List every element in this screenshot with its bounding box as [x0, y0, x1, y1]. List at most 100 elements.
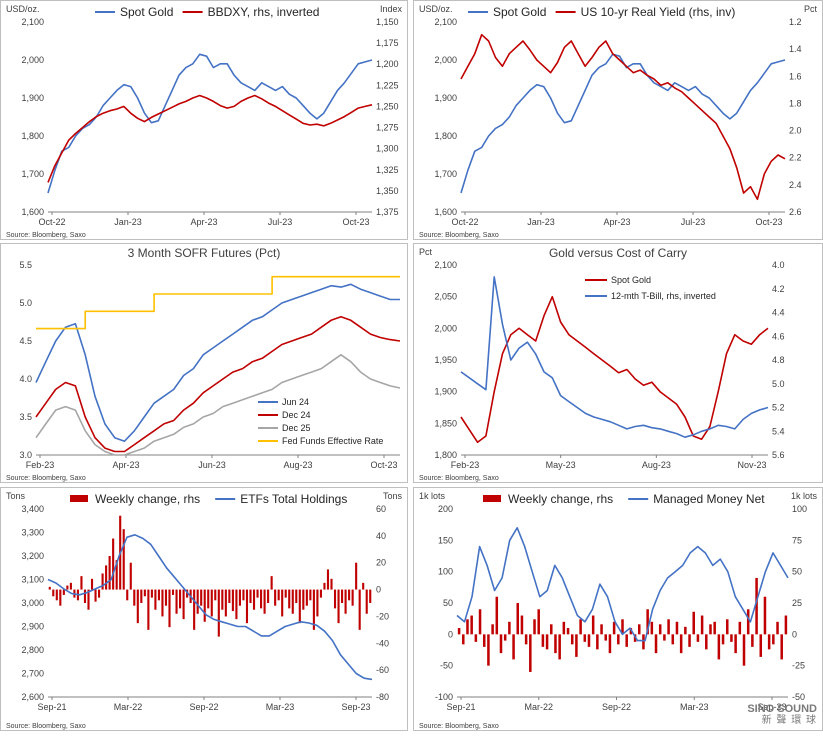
x-tick-label: Mar-22 — [524, 702, 553, 712]
x-tick-label: Aug-23 — [283, 460, 312, 470]
bar — [482, 634, 486, 647]
bar — [147, 589, 150, 630]
bar — [62, 589, 65, 595]
chart-source: Source: Bloomberg, Saxo — [6, 723, 86, 730]
bar — [245, 589, 249, 624]
bar — [566, 628, 570, 635]
bar — [684, 626, 687, 635]
chart-c1: USD/oz. Index 2,100 2,000 1,900 1,800 1,700 1,6… — [0, 0, 408, 240]
left-tick-label: 4.5 — [19, 336, 32, 346]
bar — [688, 634, 691, 647]
bar — [604, 634, 607, 641]
bar — [466, 619, 469, 635]
left-axis-unit: Pct — [419, 247, 433, 257]
bar — [358, 589, 361, 630]
bar — [608, 634, 612, 654]
bar — [168, 589, 171, 628]
chart-title: 3 Month SOFR Futures (Pct) — [128, 246, 281, 260]
left-tick-label: 3,200 — [21, 551, 44, 561]
series-line — [460, 295, 769, 444]
bar — [341, 589, 344, 603]
left-tick-label: 150 — [438, 535, 453, 545]
bar — [654, 634, 658, 654]
bar — [725, 619, 729, 635]
left-tick-label: 2,100 — [21, 17, 44, 27]
legend-label: Fed Funds Effective Rate — [282, 436, 383, 446]
bar — [333, 589, 337, 609]
bar — [207, 589, 210, 609]
right-tick-label: 1,150 — [376, 17, 399, 27]
bar — [122, 529, 125, 590]
bar — [575, 634, 578, 657]
bar — [470, 615, 473, 635]
bar — [200, 589, 203, 606]
bar — [650, 621, 654, 635]
bar — [365, 589, 368, 614]
bar — [242, 589, 245, 601]
bar — [499, 634, 503, 654]
x-tick-label: Sep-22 — [602, 702, 631, 712]
legend-label: Weekly change, rhs — [95, 492, 200, 506]
bar — [298, 589, 301, 624]
right-tick-label: 60 — [376, 504, 386, 514]
bar — [721, 634, 725, 645]
x-tick-label: Oct-23 — [370, 460, 397, 470]
bar — [193, 589, 196, 630]
bar — [362, 582, 365, 590]
bar — [277, 589, 280, 601]
right-tick-label: -20 — [376, 611, 389, 621]
bar — [323, 582, 326, 590]
chart-source: Source: Bloomberg, Saxo — [6, 475, 86, 482]
series-line — [35, 283, 400, 442]
bar — [157, 589, 160, 601]
bar — [319, 589, 322, 598]
bar — [621, 619, 624, 635]
right-tick-label: 100 — [792, 504, 807, 514]
bar — [231, 589, 234, 612]
watermark-subtext: 新 聲 環 球 — [761, 715, 817, 726]
bar — [734, 634, 737, 654]
series-line — [456, 527, 789, 642]
left-tick-label: 1,600 — [434, 207, 457, 217]
left-tick-label: 1,900 — [434, 93, 457, 103]
left-tick-label: 1,800 — [21, 131, 44, 141]
legend-label: ETFs Total Holdings — [240, 492, 347, 506]
bar — [612, 621, 616, 635]
left-tick-label: 1,700 — [21, 169, 44, 179]
bar — [337, 589, 340, 624]
bar — [330, 578, 333, 590]
series-line — [35, 354, 401, 456]
left-tick-label: 1,850 — [434, 418, 457, 428]
bar — [617, 634, 620, 645]
bar — [66, 585, 69, 590]
bar — [591, 615, 595, 635]
bar — [600, 624, 603, 635]
right-tick-label: 1,200 — [376, 59, 399, 69]
bar — [291, 589, 294, 614]
legend-swatch — [483, 495, 501, 502]
x-tick-label: Jul-23 — [681, 217, 706, 227]
bar — [780, 634, 783, 660]
right-tick-label: -60 — [376, 665, 389, 675]
right-tick-label: 2.0 — [789, 126, 802, 136]
bar — [545, 634, 549, 650]
bar — [642, 634, 645, 650]
bar — [583, 634, 587, 642]
bar — [730, 634, 733, 642]
bar — [59, 589, 62, 606]
x-tick-label: Mar-23 — [680, 702, 709, 712]
left-tick-label: 1,950 — [434, 355, 457, 365]
x-tick-label: Oct-23 — [342, 217, 369, 227]
right-tick-label: 1,275 — [376, 123, 399, 133]
bar — [221, 589, 224, 610]
chart-source: Source: Bloomberg, Saxo — [6, 232, 86, 239]
bar — [700, 615, 704, 635]
bar — [516, 603, 520, 635]
legend-label: Dec 25 — [282, 423, 311, 433]
legend-label: Jun 24 — [282, 397, 309, 407]
bar — [550, 624, 553, 635]
bar — [503, 634, 507, 641]
x-tick-label: Sep-21 — [446, 702, 475, 712]
bar — [105, 565, 108, 590]
